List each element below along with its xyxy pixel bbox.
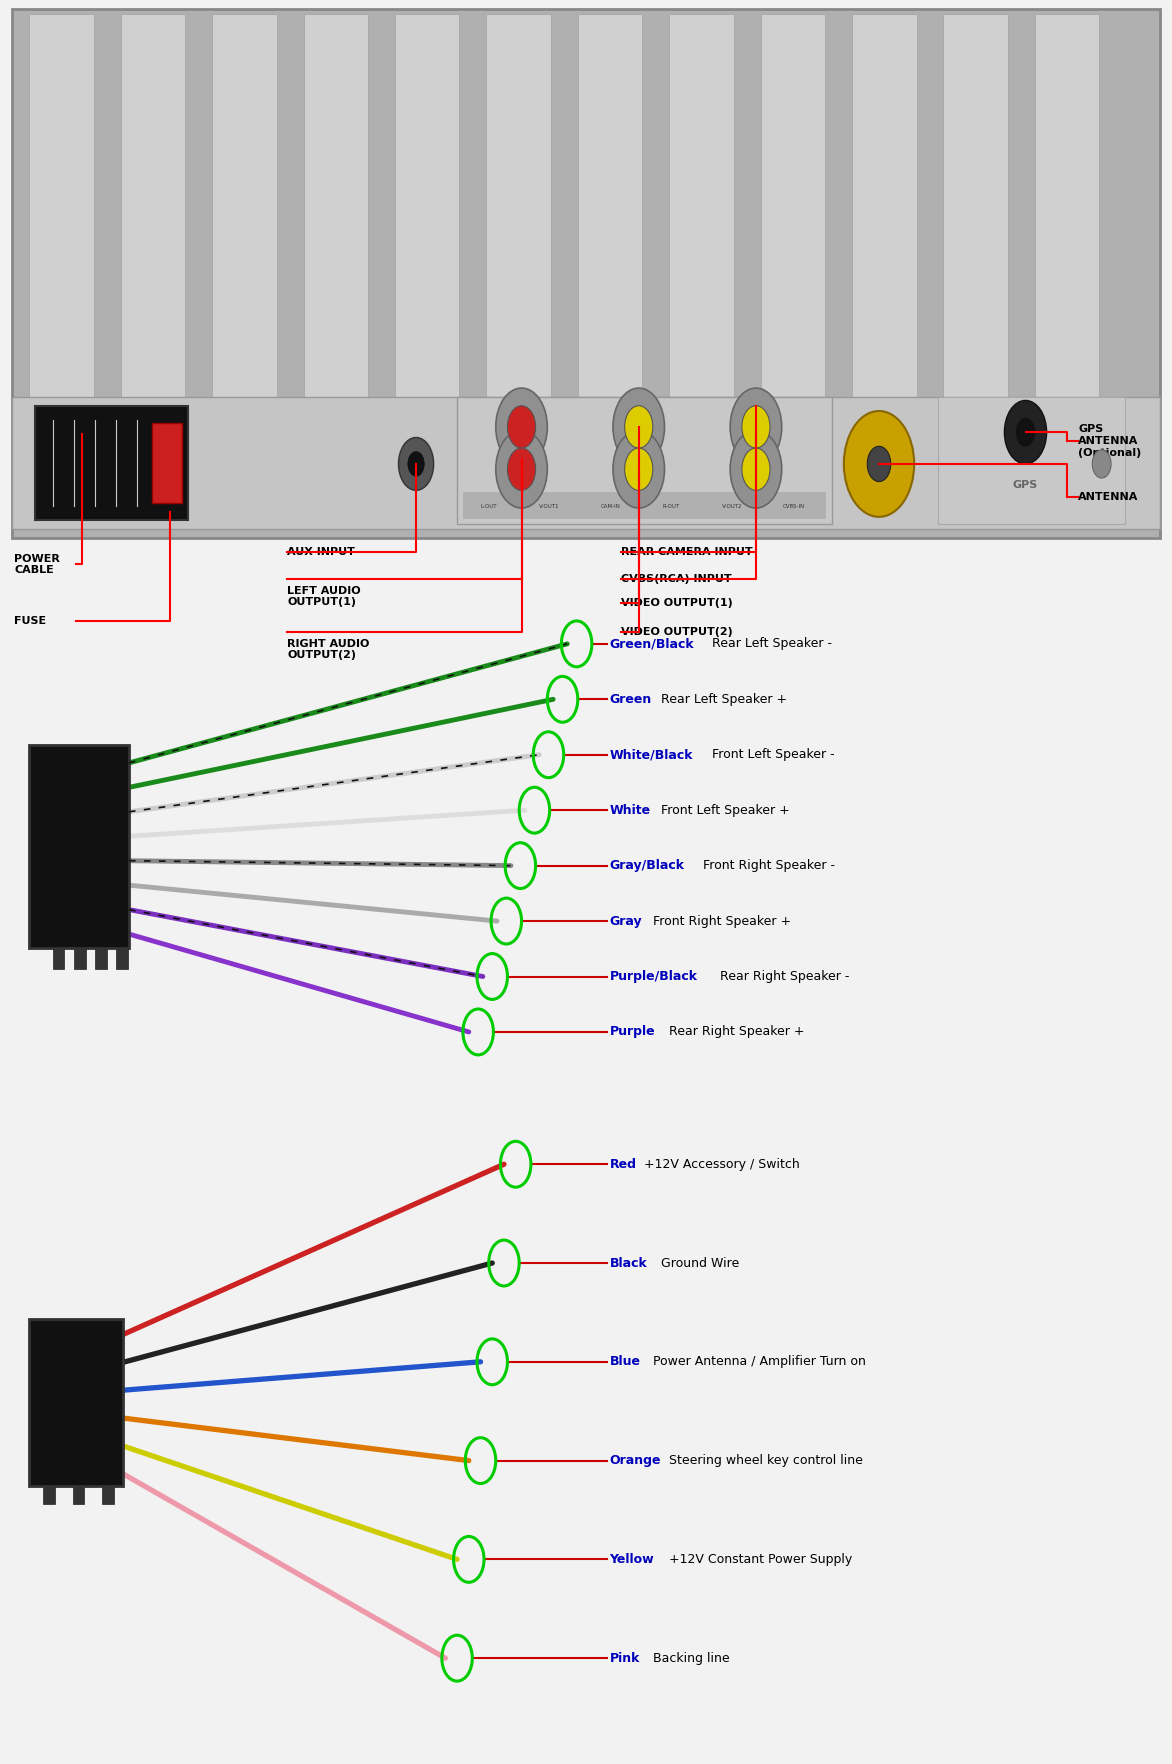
Text: Yellow: Yellow <box>609 1552 654 1566</box>
Circle shape <box>625 448 653 490</box>
Bar <box>395 14 459 406</box>
Circle shape <box>507 448 536 490</box>
Text: Front Right Speaker +: Front Right Speaker + <box>653 914 791 928</box>
Text: REAR CAMERA INPUT: REAR CAMERA INPUT <box>621 547 752 557</box>
Bar <box>761 14 825 406</box>
Bar <box>12 397 1160 529</box>
Bar <box>95 946 107 970</box>
Bar <box>53 946 64 970</box>
Bar <box>669 14 734 406</box>
Text: VIDEO OUTPUT(2): VIDEO OUTPUT(2) <box>621 626 732 637</box>
Text: V-OUT2: V-OUT2 <box>722 505 743 508</box>
Circle shape <box>1016 418 1035 446</box>
Text: +12V Constant Power Supply: +12V Constant Power Supply <box>669 1552 853 1566</box>
Text: VIDEO OUTPUT(1): VIDEO OUTPUT(1) <box>621 598 732 609</box>
Circle shape <box>844 411 914 517</box>
Text: V-OUT1: V-OUT1 <box>539 505 560 508</box>
Text: Rear Left Speaker +: Rear Left Speaker + <box>661 693 788 706</box>
Text: White: White <box>609 804 650 817</box>
Text: +12V Accessory / Switch: +12V Accessory / Switch <box>645 1157 799 1171</box>
Bar <box>304 14 368 406</box>
Circle shape <box>742 448 770 490</box>
Text: White/Black: White/Black <box>609 748 693 762</box>
Bar <box>121 14 185 406</box>
Text: ANTENNA: ANTENNA <box>1078 492 1139 503</box>
Circle shape <box>625 406 653 448</box>
Bar <box>1035 14 1099 406</box>
Text: CAM-IN: CAM-IN <box>601 505 620 508</box>
Text: Steering wheel key control line: Steering wheel key control line <box>669 1454 864 1468</box>
Bar <box>102 1482 114 1503</box>
Circle shape <box>398 437 434 490</box>
Text: R-OUT: R-OUT <box>663 505 680 508</box>
Bar <box>463 492 826 519</box>
Circle shape <box>61 450 80 478</box>
Text: CVBS(RCA) INPUT: CVBS(RCA) INPUT <box>621 573 731 584</box>
Circle shape <box>742 406 770 448</box>
Text: Orange: Orange <box>609 1454 661 1468</box>
Circle shape <box>1092 450 1111 478</box>
Bar <box>12 9 1160 538</box>
Text: LEFT AUDIO
OUTPUT(1): LEFT AUDIO OUTPUT(1) <box>287 586 361 607</box>
Bar <box>29 14 94 406</box>
Bar <box>852 14 917 406</box>
Text: Purple/Black: Purple/Black <box>609 970 697 983</box>
Circle shape <box>408 452 424 476</box>
Text: Blue: Blue <box>609 1355 640 1369</box>
Bar <box>578 14 642 406</box>
Circle shape <box>613 388 665 466</box>
Text: POWER
CABLE: POWER CABLE <box>14 554 60 575</box>
Text: FUSE: FUSE <box>14 616 46 626</box>
Bar <box>29 1319 123 1485</box>
Bar <box>938 397 1125 524</box>
Bar <box>0 1060 1172 1136</box>
Text: L-OUT: L-OUT <box>481 505 497 508</box>
Text: AUX INPUT: AUX INPUT <box>287 547 355 557</box>
Bar <box>212 14 277 406</box>
Text: GPS
ANTENNA
(Optional): GPS ANTENNA (Optional) <box>1078 425 1142 457</box>
Circle shape <box>1004 400 1047 464</box>
Text: Green: Green <box>609 693 652 706</box>
Text: Front Right Speaker -: Front Right Speaker - <box>703 859 836 871</box>
Circle shape <box>613 430 665 508</box>
Bar <box>486 14 551 406</box>
Text: CVBS-IN: CVBS-IN <box>783 505 804 508</box>
Circle shape <box>730 388 782 466</box>
Text: GPS: GPS <box>1013 480 1038 490</box>
Text: Black: Black <box>609 1256 647 1270</box>
Bar <box>29 744 129 949</box>
Circle shape <box>496 430 547 508</box>
Circle shape <box>730 430 782 508</box>
Text: Front Left Speaker -: Front Left Speaker - <box>711 748 834 762</box>
Text: Front Left Speaker +: Front Left Speaker + <box>661 804 790 817</box>
Bar <box>74 946 86 970</box>
Bar <box>457 397 832 524</box>
Bar <box>35 406 188 520</box>
Circle shape <box>867 446 891 482</box>
Bar <box>943 14 1008 406</box>
Text: Rear Right Speaker -: Rear Right Speaker - <box>720 970 850 983</box>
Text: Gray/Black: Gray/Black <box>609 859 684 871</box>
Text: Backing line: Backing line <box>653 1651 729 1665</box>
Bar <box>43 1482 55 1503</box>
Text: Rear Left Speaker -: Rear Left Speaker - <box>711 637 832 651</box>
Bar <box>116 946 128 970</box>
Bar <box>0 540 1172 616</box>
Text: Ground Wire: Ground Wire <box>661 1256 740 1270</box>
Bar <box>152 423 182 503</box>
Text: Pink: Pink <box>609 1651 640 1665</box>
Text: Purple: Purple <box>609 1025 655 1039</box>
Text: Rear Right Speaker +: Rear Right Speaker + <box>669 1025 805 1039</box>
Circle shape <box>496 388 547 466</box>
Text: Power Antenna / Amplifier Turn on: Power Antenna / Amplifier Turn on <box>653 1355 865 1369</box>
Circle shape <box>507 406 536 448</box>
Text: Red: Red <box>609 1157 636 1171</box>
Text: Gray: Gray <box>609 914 642 928</box>
Text: Green/Black: Green/Black <box>609 637 694 651</box>
Text: RIGHT AUDIO
OUTPUT(2): RIGHT AUDIO OUTPUT(2) <box>287 639 369 660</box>
Bar <box>73 1482 84 1503</box>
